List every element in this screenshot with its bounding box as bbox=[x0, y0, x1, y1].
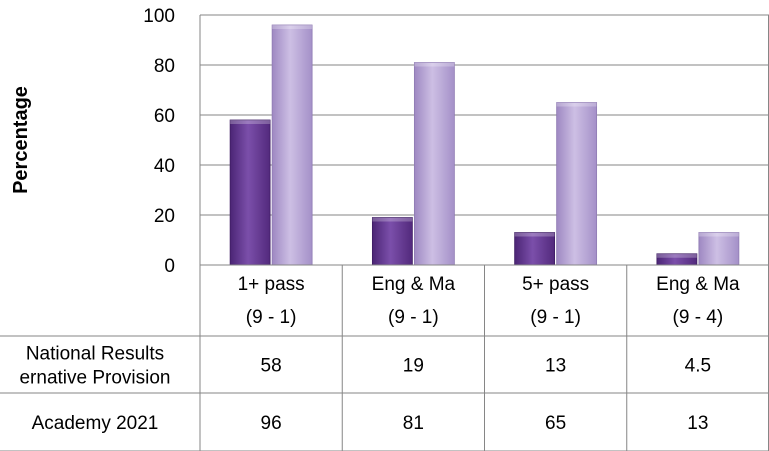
bar-series2-2 bbox=[413, 62, 455, 266]
bar-top-highlight bbox=[230, 120, 271, 124]
bar-top-highlight bbox=[656, 253, 697, 258]
data-value-label: 58 bbox=[261, 356, 282, 377]
data-value-label: 19 bbox=[403, 356, 424, 377]
y-tick-label: 20 bbox=[154, 206, 175, 227]
y-tick-label: 80 bbox=[154, 56, 175, 77]
bar-series1-2 bbox=[371, 217, 413, 266]
category-label: 1+ pass bbox=[238, 274, 305, 295]
data-value-label: 96 bbox=[261, 413, 282, 434]
y-tick-label: 60 bbox=[154, 106, 175, 127]
category-label: Eng & Ma bbox=[372, 274, 456, 295]
category-label: (9 - 1) bbox=[530, 307, 581, 328]
series-label: Academy 2021 bbox=[32, 413, 159, 434]
data-value-label: 13 bbox=[545, 356, 566, 377]
data-value-label: 13 bbox=[687, 413, 708, 434]
category-label: (9 - 1) bbox=[246, 307, 297, 328]
category-label: (9 - 1) bbox=[388, 307, 439, 328]
y-axis-title: Percentage bbox=[10, 86, 32, 194]
data-value-label: 81 bbox=[403, 413, 424, 434]
series-label: ernative Provision bbox=[19, 368, 170, 389]
bar-top-highlight bbox=[414, 62, 455, 67]
series-label: National Results bbox=[26, 344, 164, 365]
category-label: Eng & Ma bbox=[656, 274, 740, 295]
bar-series2-3 bbox=[556, 102, 598, 266]
bar-top-highlight bbox=[556, 102, 597, 107]
bar-top-highlight bbox=[698, 232, 739, 237]
category-label: (9 - 4) bbox=[673, 307, 724, 328]
y-tick-label: 100 bbox=[143, 6, 175, 27]
bar-series1-3 bbox=[514, 232, 556, 266]
y-tick-label: 0 bbox=[164, 256, 175, 277]
data-value-label: 4.5 bbox=[685, 356, 711, 377]
bar-top-highlight bbox=[372, 217, 413, 222]
y-tick-label: 40 bbox=[154, 156, 175, 177]
bar-top-highlight bbox=[514, 232, 555, 237]
bar-series2-4 bbox=[698, 232, 740, 266]
category-label: 5+ pass bbox=[522, 274, 589, 295]
bar-top-highlight bbox=[272, 25, 313, 29]
bar-series1-1 bbox=[229, 119, 271, 266]
bar-series2-1 bbox=[271, 24, 313, 266]
data-value-label: 65 bbox=[545, 413, 566, 434]
